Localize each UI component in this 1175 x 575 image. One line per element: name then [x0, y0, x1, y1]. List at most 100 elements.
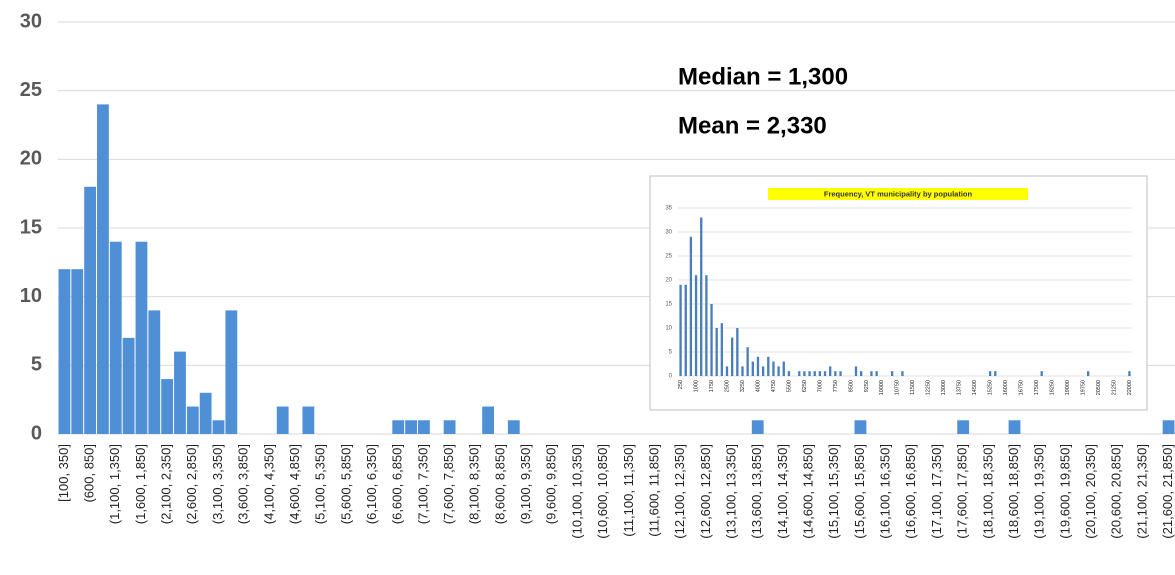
- x-tick-label: (3,600, 3,850]: [236, 444, 251, 524]
- bar: [710, 304, 713, 376]
- bar: [679, 284, 682, 376]
- x-tick-label: (16,600, 16,850]: [903, 444, 918, 539]
- x-tick-label: [100, 350]: [56, 444, 71, 502]
- x-tick-label: (7,100, 7,350]: [415, 444, 430, 524]
- bar: [823, 371, 827, 376]
- bar: [818, 371, 822, 376]
- bar: [71, 269, 84, 434]
- x-tick-label: 14500: [972, 380, 978, 395]
- bar: [84, 186, 97, 434]
- bar: [694, 275, 698, 376]
- bar: [1128, 371, 1131, 376]
- bar: [418, 420, 430, 434]
- x-tick-label: (600, 850]: [82, 444, 97, 503]
- x-tick-label: (21,100, 21,350]: [1134, 444, 1149, 539]
- bar: [834, 371, 837, 376]
- x-tick-label: (12,600, 12,850]: [698, 444, 713, 539]
- x-tick-label: (20,100, 20,350]: [1083, 444, 1098, 539]
- bar: [276, 406, 289, 434]
- x-tick-label: (15,600, 15,850]: [852, 444, 867, 539]
- x-tick-label: 20500: [1096, 380, 1102, 395]
- x-tick-label: (19,100, 19,350]: [1032, 444, 1047, 539]
- x-tick-label: (8,100, 8,350]: [467, 444, 482, 524]
- x-tick-label: 12250: [926, 380, 932, 395]
- x-tick-label: 10750: [895, 380, 901, 395]
- bar: [901, 371, 904, 376]
- x-tick-label: (4,100, 4,350]: [261, 444, 276, 524]
- inset-frame: [649, 175, 1148, 411]
- bar: [839, 371, 842, 376]
- x-tick-label: 4750: [771, 380, 777, 392]
- bar: [751, 420, 764, 434]
- bar: [957, 420, 970, 434]
- bar: [746, 347, 749, 376]
- bar: [1086, 371, 1090, 376]
- bar: [507, 420, 520, 434]
- bar: [109, 241, 122, 434]
- bar: [225, 310, 238, 434]
- bar: [787, 371, 791, 376]
- x-tick-label: (2,600, 2,850]: [184, 444, 199, 524]
- bar: [890, 371, 894, 376]
- title-highlight: [768, 188, 1028, 200]
- x-tick-label: 16000: [1003, 380, 1009, 395]
- bar: [859, 371, 863, 376]
- bar: [689, 236, 693, 376]
- bar: [705, 275, 708, 376]
- x-tick-label: (13,100, 13,350]: [723, 444, 738, 539]
- bar: [135, 241, 148, 434]
- bar: [870, 371, 873, 376]
- bar: [808, 371, 811, 376]
- x-tick-label: (14,600, 14,850]: [801, 444, 816, 539]
- x-tick-label: (3,100, 3,350]: [210, 444, 225, 524]
- x-tick-label: 16750: [1019, 380, 1025, 395]
- x-tick-label: 1000: [694, 380, 700, 392]
- bar: [782, 361, 785, 376]
- x-tick-label: (13,600, 13,850]: [749, 444, 764, 539]
- bar: [751, 361, 754, 376]
- x-tick-label: (5,100, 5,350]: [313, 444, 328, 524]
- x-tick-label: 15250: [988, 380, 994, 395]
- x-tick-label: (11,100, 11,350]: [621, 444, 636, 537]
- bar: [1162, 420, 1175, 434]
- x-tick-label: (17,100, 17,350]: [929, 444, 944, 539]
- inset-title: Frequency, VT municipality by population: [824, 189, 973, 198]
- x-tick-label: (18,600, 18,850]: [1006, 444, 1021, 539]
- bar: [58, 269, 71, 434]
- bar: [392, 420, 405, 434]
- x-tick-label: (20,600, 20,850]: [1109, 444, 1124, 539]
- x-tick-label: (17,600, 17,850]: [955, 444, 970, 539]
- y-tick-label: 0: [669, 374, 673, 380]
- x-tick-label: (10,100, 10,350]: [569, 444, 584, 539]
- bar: [854, 366, 858, 376]
- x-tick-label: (4,600, 4,850]: [287, 444, 302, 524]
- x-tick-label: (19,600, 19,850]: [1057, 444, 1072, 539]
- x-tick-label: (1,100, 1,350]: [107, 444, 122, 524]
- x-tick-label: (21,600, 21,850]: [1160, 444, 1175, 539]
- x-tick-label: (15,100, 15,350]: [826, 444, 841, 539]
- bar: [405, 420, 417, 434]
- y-tick-label: 10: [665, 326, 672, 332]
- x-tick-label: (9,100, 9,350]: [518, 444, 533, 524]
- x-tick-label: (2,100, 2,350]: [159, 444, 174, 524]
- bar: [684, 284, 687, 376]
- bar: [148, 310, 161, 434]
- x-tick-label: 7000: [817, 380, 823, 392]
- x-tick-label: (5,600, 5,850]: [338, 444, 353, 524]
- x-tick-label: (8,600, 8,850]: [492, 444, 507, 524]
- y-tick-label: 0: [31, 422, 42, 444]
- y-tick-label: 15: [20, 216, 42, 238]
- x-tick-label: 1750: [709, 380, 715, 392]
- x-tick-label: (12,100, 12,350]: [672, 444, 687, 539]
- y-tick-label: 5: [31, 354, 42, 376]
- bar: [720, 323, 724, 376]
- annotation: Mean = 2,330: [678, 112, 827, 139]
- x-tick-label: (7,600, 7,850]: [441, 444, 456, 524]
- x-tick-label: (10,600, 10,850]: [595, 444, 610, 539]
- x-tick-label: 6250: [802, 380, 808, 392]
- x-tick-label: 2500: [724, 380, 730, 392]
- y-tick-label: 35: [665, 206, 672, 212]
- x-tick-label: 17500: [1034, 380, 1040, 395]
- x-tick-label: 13000: [941, 380, 947, 395]
